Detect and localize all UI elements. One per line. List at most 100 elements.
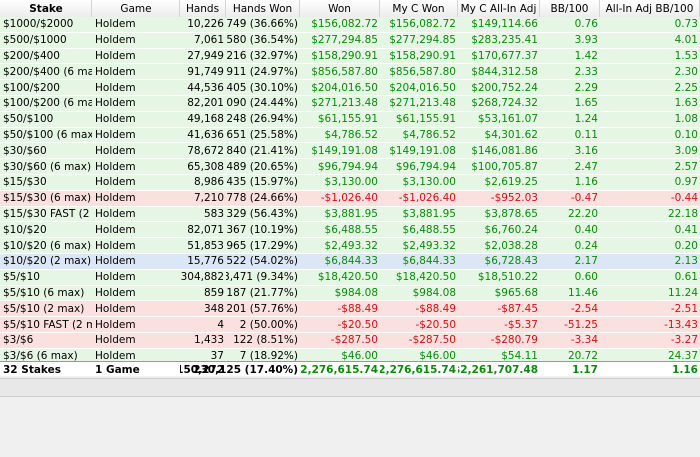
cell: $856,587.80	[311, 65, 378, 78]
cell: -13.43	[664, 318, 698, 331]
cell: 9,216 (32.97%)	[226, 49, 298, 62]
header-row[interactable]: Stake Game Hands Hands Won Won My C Won My C A…	[0, 0, 700, 18]
data-row[interactable]: $5/$10 Holdem 304,88228,471 (9.34%) $18,420…	[0, 269, 700, 286]
cell: 37	[210, 350, 224, 363]
cell: $3,878.65	[484, 207, 538, 220]
cell: 3.93	[574, 34, 598, 47]
cell: -$88.49	[415, 302, 456, 315]
data-row[interactable]: $3/$6 (6 max) Holdem 37 7 (18.92%) $46.00 $46…	[0, 348, 700, 365]
cell: 1.63	[674, 97, 698, 110]
cell: -$287.50	[330, 334, 378, 347]
cell: $96,794.94	[395, 160, 456, 173]
cell: 1,778 (24.66%)	[226, 192, 298, 205]
cell: $10/$20 (2 max)	[3, 255, 92, 268]
cell: 13,489 (20.65%)	[226, 160, 298, 173]
cell: 0.11	[574, 128, 598, 141]
cell: $984.08	[412, 286, 456, 299]
cell: Holdem	[95, 286, 136, 299]
cell: $10/$20 (6 max)	[3, 239, 92, 252]
cell: 2.17	[574, 255, 598, 268]
cell: Holdem	[95, 144, 136, 157]
data-row[interactable]: $1000/$2000 Holdem 10,2263,749 (36.66%) $15…	[0, 17, 700, 33]
data-row[interactable]: $5/$10 FAST (2 max)Holdem 4 2 (50.00%) -$20…	[0, 317, 700, 333]
cell: $3/$6 (6 max)	[3, 350, 78, 363]
cell: $3,881.95	[324, 207, 378, 220]
cell: 13,405 (30.10%)	[226, 81, 298, 94]
cell: 0.73	[674, 18, 698, 31]
data-row[interactable]: $3/$6 Holdem 1,433 122 (8.51%) -$287.50 -$287…	[0, 333, 700, 349]
cell: 583	[203, 207, 224, 220]
cell: 13,248 (26.94%)	[226, 113, 298, 126]
cell: $283,235.41	[471, 34, 538, 47]
data-row[interactable]: $100/$200 Holdem 44,53613,405 (30.10%) $204…	[0, 80, 700, 96]
cell: Holdem	[95, 271, 136, 284]
cell: Stake	[0, 0, 92, 17]
cell: 0.97	[674, 176, 698, 189]
data-row[interactable]: $5/$10 (6 max) Holdem 859 187 (21.77%) $984.…	[0, 285, 700, 302]
cell: 10,651 (25.58%)	[226, 128, 298, 141]
cell: $158,290.91	[389, 49, 456, 62]
cell: 20.72	[567, 350, 598, 363]
data-row[interactable]: $200/$400 (6 max)Holdem 91,74922,911 (24.…	[0, 64, 700, 81]
cell: 78,672	[187, 144, 224, 157]
data-row[interactable]: $10/$20 Holdem 82,0718,367 (10.19%) $6,488.…	[0, 222, 700, 239]
cell: $6,844.33	[324, 255, 378, 268]
cell: Holdem	[95, 65, 136, 78]
cell: $10/$20	[3, 223, 47, 236]
cell: $146,081.86	[471, 144, 538, 157]
cell: $4,786.52	[402, 128, 456, 141]
data-row[interactable]: $200/$400 Holdem 27,9499,216 (32.97%) $158,…	[0, 48, 700, 65]
cell: My C All-In Adj	[458, 0, 540, 17]
cell: $5/$10 (6 max)	[3, 286, 85, 299]
cell: $2,493.32	[324, 239, 378, 252]
cell: 22.20	[567, 207, 598, 220]
cell: BB/100	[540, 0, 600, 17]
data-row[interactable]: $15/$30 Holdem 8,9861,435 (15.97%) $3,130.0…	[0, 175, 700, 191]
cell: $5/$10 (2 max)	[3, 302, 85, 315]
cell: -0.47	[570, 192, 598, 205]
cell: $271,213.48	[311, 97, 378, 110]
data-row[interactable]: $50/$100 (6 max)Holdem 41,63610,651 (25.5…	[0, 127, 700, 144]
data-row[interactable]: $500/$1000 Holdem 7,0612,580 (36.54%) $277,…	[0, 32, 700, 49]
cell: $204,016.50	[311, 81, 378, 94]
cell: 28,471 (9.34%)	[226, 271, 298, 284]
cell: $149,191.08	[389, 144, 456, 157]
cell: 7 (18.92%)	[239, 350, 298, 363]
cell: Holdem	[95, 34, 136, 47]
cell: Holdem	[95, 192, 136, 205]
cell: -$88.49	[337, 302, 378, 315]
cell: -$1,026.40	[320, 192, 378, 205]
cell: 16,840 (21.41%)	[226, 144, 298, 157]
cell: $4,786.52	[324, 128, 378, 141]
cell: $61,155.91	[317, 113, 378, 126]
data-row[interactable]: $50/$100 Holdem 49,16813,248 (26.94%) $61,1…	[0, 111, 700, 128]
cell: -3.27	[670, 334, 698, 347]
cell: -$5.37	[504, 318, 538, 331]
data-row[interactable]: $5/$10 (2 max) Holdem 348 201 (57.76%) -$88.…	[0, 301, 700, 318]
cell: $158,290.91	[311, 49, 378, 62]
scrollbar[interactable]	[0, 378, 700, 397]
data-row[interactable]: $10/$20 (2 max)Holdem 15,7768,522 (54.02%…	[0, 254, 700, 270]
cell: -$280.79	[490, 334, 538, 347]
cell: 2,580 (36.54%)	[226, 34, 298, 47]
cell: $1000/$2000	[3, 18, 74, 31]
cell: 3.16	[574, 144, 598, 157]
cell: $2,276,615.74	[300, 363, 378, 376]
cell: 2.25	[674, 81, 698, 94]
data-row[interactable]: $100/$200 (6 max)Holdem 82,20120,090 (24.…	[0, 96, 700, 112]
data-row[interactable]: $30/$60 (6 max)Holdem 65,30813,489 (20.65…	[0, 159, 700, 175]
cell: 10,226	[187, 18, 224, 31]
data-row[interactable]: $30/$60 Holdem 78,67216,840 (21.41%) $149,1…	[0, 143, 700, 160]
cell: $984.08	[334, 286, 378, 299]
cell: $200,752.24	[471, 81, 538, 94]
cell: All-In Adj BB/100	[600, 0, 700, 17]
data-row[interactable]: $15/$30 (6 max)Holdem 7,2101,778 (24.66%)…	[0, 190, 700, 207]
data-row[interactable]: $10/$20 (6 max)Holdem 51,8538,965 (17.29%…	[0, 238, 700, 254]
cell: $46.00	[419, 350, 456, 363]
cell: Holdem	[95, 81, 136, 94]
cell: 1.24	[574, 113, 598, 126]
cell: $271,213.48	[389, 97, 456, 110]
cell: -51.25	[564, 318, 598, 331]
